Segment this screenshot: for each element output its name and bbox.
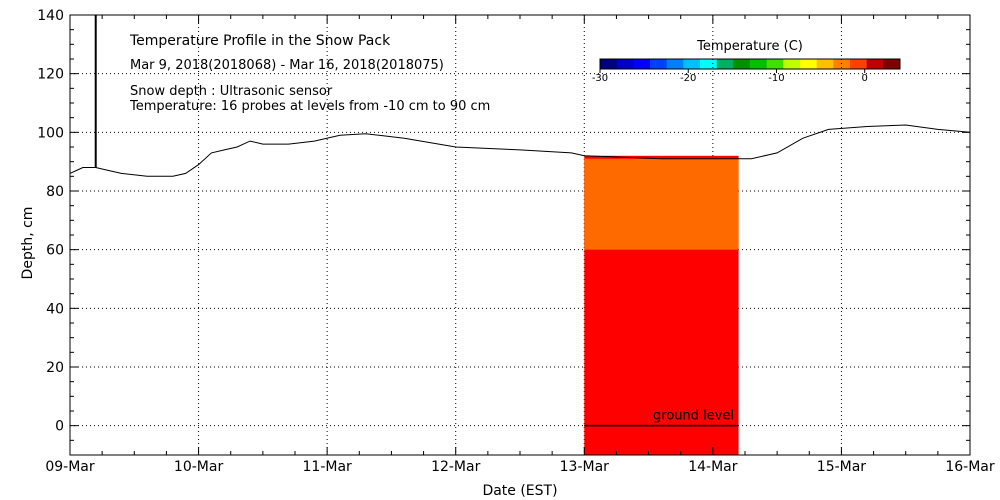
x-tick-label: 11-Mar bbox=[303, 459, 353, 475]
colorbar-swatch bbox=[866, 59, 884, 69]
colorbar-swatch bbox=[666, 59, 684, 69]
y-tick-label: 80 bbox=[46, 184, 64, 200]
y-tick-label: 0 bbox=[55, 419, 64, 435]
temperature-blocks bbox=[584, 155, 739, 456]
colorbar-tick-label: -30 bbox=[592, 73, 608, 84]
temperature-block bbox=[584, 158, 739, 250]
colorbar-frame bbox=[599, 58, 901, 70]
x-tick-label: 13-Mar bbox=[560, 459, 610, 475]
y-axis-ticks: 0 20 40 60 80 100 120 140 bbox=[37, 8, 970, 456]
y-tick-label: 40 bbox=[46, 301, 64, 317]
colorbar-swatch bbox=[733, 59, 751, 69]
x-tick-label: 10-Mar bbox=[174, 459, 224, 475]
y-tick-label: 20 bbox=[46, 360, 64, 376]
plot-frame bbox=[69, 14, 971, 456]
y-tick-label: 120 bbox=[37, 67, 64, 83]
plot-grid bbox=[69, 14, 971, 455]
temperature-colorbar: -30 -20 -10 0 bbox=[592, 58, 901, 84]
colorbar-swatch bbox=[750, 59, 768, 69]
x-tick-label: 14-Mar bbox=[688, 459, 738, 475]
colorbar-swatch bbox=[633, 59, 651, 69]
x-tick-label: 09-Mar bbox=[45, 459, 95, 475]
colorbar-swatch bbox=[700, 59, 718, 69]
ground-level-label: ground level bbox=[653, 409, 734, 424]
x-tick-label: 15-Mar bbox=[817, 459, 867, 475]
colorbar-swatch bbox=[650, 59, 668, 69]
colorbar-swatch bbox=[800, 59, 818, 69]
y-tick-label: 100 bbox=[37, 125, 64, 141]
x-axis-ticks: 09-Mar 10-Mar 11-Mar 12-Mar 13-Mar 14-Mar 15-M… bbox=[45, 15, 995, 475]
colorbar-swatch bbox=[616, 59, 634, 69]
y-tick-label: 140 bbox=[37, 8, 64, 24]
x-tick-label: 16-Mar bbox=[945, 459, 995, 475]
y-axis-label: Depth, cm bbox=[20, 207, 36, 280]
colorbar-swatch bbox=[783, 59, 801, 69]
colorbar-swatch bbox=[716, 59, 734, 69]
y-tick-label: 60 bbox=[46, 243, 64, 259]
x-tick-label: 12-Mar bbox=[431, 459, 481, 475]
colorbar-swatch bbox=[600, 59, 618, 69]
chart-subtitle: Mar 9, 2018(2018068) - Mar 16, 2018(2018… bbox=[130, 58, 444, 73]
colorbar-swatch bbox=[850, 59, 868, 69]
colorbar-swatch bbox=[883, 59, 901, 69]
snow-depth-line bbox=[69, 124, 971, 177]
colorbar-swatch bbox=[683, 59, 701, 69]
colorbar-tick-label: -20 bbox=[680, 73, 696, 84]
colorbar-swatch bbox=[833, 59, 851, 69]
colorbar-tick-label: -10 bbox=[768, 73, 784, 84]
chart-title: Temperature Profile in the Snow Pack bbox=[129, 33, 391, 49]
colorbar-swatch bbox=[816, 59, 834, 69]
colorbar-tick-label: 0 bbox=[862, 73, 868, 84]
colorbar-swatch bbox=[766, 59, 784, 69]
colorbar-title: Temperature (C) bbox=[696, 39, 803, 54]
chart-note-probes: Temperature: 16 probes at levels from -1… bbox=[129, 99, 490, 114]
chart-note-sensor: Snow depth : Ultrasonic sensor bbox=[130, 84, 333, 99]
x-axis-label: Date (EST) bbox=[482, 483, 557, 499]
